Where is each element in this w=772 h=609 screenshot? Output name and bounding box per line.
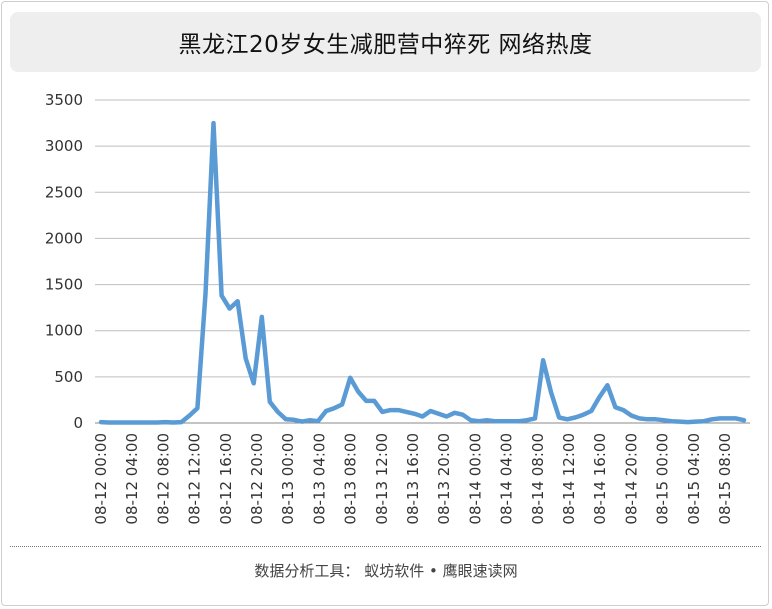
y-tick-label: 1500 bbox=[45, 276, 83, 294]
x-tick-label: 08-14 00:00 bbox=[466, 433, 484, 525]
x-tick-label: 08-13 16:00 bbox=[404, 433, 422, 525]
x-tick-label: 08-12 04:00 bbox=[123, 433, 141, 525]
y-tick-label: 1000 bbox=[45, 322, 83, 340]
footer-divider bbox=[10, 546, 761, 547]
y-tick-label: 500 bbox=[54, 368, 83, 386]
x-tick-label: 08-12 20:00 bbox=[248, 433, 266, 525]
x-tick-label: 08-13 12:00 bbox=[373, 433, 391, 525]
footer-credit: 数据分析工具： 蚁坊软件 • 鹰眼速读网 bbox=[254, 562, 518, 580]
x-tick-label: 08-12 00:00 bbox=[92, 433, 110, 525]
x-tick-label: 08-15 08:00 bbox=[716, 433, 734, 525]
y-tick-label: 0 bbox=[73, 414, 83, 432]
x-tick-label: 08-14 16:00 bbox=[591, 433, 609, 525]
y-tick-label: 2500 bbox=[45, 183, 83, 201]
x-tick-label: 08-14 04:00 bbox=[498, 433, 516, 525]
x-tick-label: 08-13 00:00 bbox=[279, 433, 297, 525]
x-tick-label: 08-14 08:00 bbox=[529, 433, 547, 525]
y-tick-label: 3500 bbox=[45, 91, 83, 109]
y-tick-label: 2000 bbox=[45, 229, 83, 247]
chart-title: 黑龙江20岁女生减肥营中猝死 网络热度 bbox=[178, 32, 593, 58]
x-tick-label: 08-13 04:00 bbox=[310, 433, 328, 525]
x-tick-label: 08-12 16:00 bbox=[217, 433, 235, 525]
x-tick-label: 08-12 12:00 bbox=[186, 433, 204, 525]
series-line bbox=[98, 120, 747, 425]
title-bar: 黑龙江20岁女生减肥营中猝死 网络热度 bbox=[10, 12, 761, 72]
y-tick-label: 3000 bbox=[45, 137, 83, 155]
x-tick-label: 08-15 00:00 bbox=[654, 433, 672, 525]
x-tick-label: 08-14 20:00 bbox=[622, 433, 640, 525]
x-tick-label: 08-14 12:00 bbox=[560, 433, 578, 525]
x-tick-label: 08-12 08:00 bbox=[154, 433, 172, 525]
x-tick-label: 08-15 04:00 bbox=[685, 433, 703, 525]
x-tick-label: 08-13 08:00 bbox=[342, 433, 360, 525]
x-tick-label: 08-13 20:00 bbox=[435, 433, 453, 525]
